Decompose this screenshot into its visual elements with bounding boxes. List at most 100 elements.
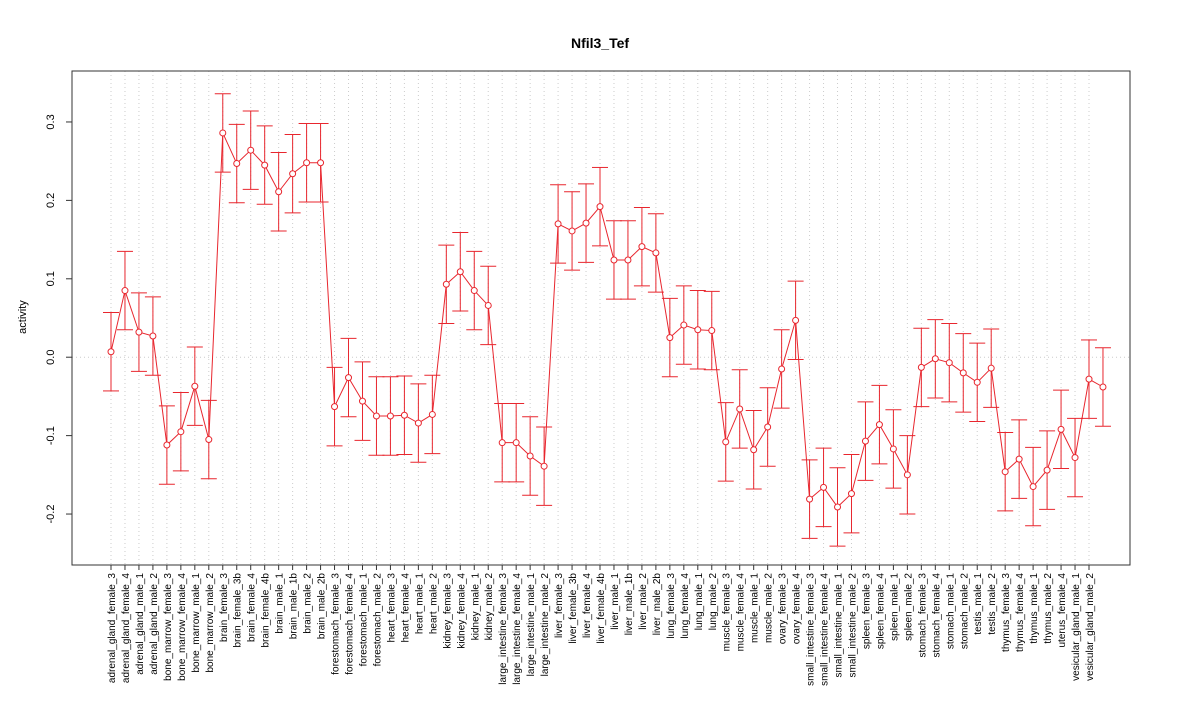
data-point xyxy=(764,423,772,431)
x-category-label: liver_female_4b xyxy=(596,573,607,644)
data-point xyxy=(470,287,478,295)
data-point xyxy=(191,382,199,390)
data-point xyxy=(903,471,911,479)
data-point xyxy=(708,327,716,335)
data-point xyxy=(722,438,730,446)
data-point xyxy=(624,256,632,264)
x-category-label: stomach_male_1 xyxy=(945,573,956,650)
x-category-label: thymus_female_4 xyxy=(1015,573,1026,652)
data-point xyxy=(596,203,604,211)
data-point xyxy=(917,363,925,371)
data-point xyxy=(275,188,283,196)
y-tick-label: -0.1 xyxy=(45,426,57,445)
data-point xyxy=(540,462,548,470)
x-category-label: lung_male_1 xyxy=(694,573,705,631)
data-point xyxy=(568,227,576,235)
x-category-label: small_intestine_female_3 xyxy=(806,573,817,686)
x-category-label: adrenal_gland_female_4 xyxy=(121,573,132,684)
data-point xyxy=(233,160,241,168)
x-category-label: adrenal_gland_female_3 xyxy=(107,573,118,684)
data-point xyxy=(1071,454,1079,462)
data-point xyxy=(107,348,115,356)
x-category-label: forestomach_male_1 xyxy=(358,573,369,667)
data-point xyxy=(1029,483,1037,491)
x-category-label: brain_female_4b xyxy=(261,573,272,648)
y-tick-label: -0.2 xyxy=(45,505,57,524)
data-point xyxy=(861,437,869,445)
y-axis-label: activity xyxy=(17,300,29,334)
data-point xyxy=(931,355,939,363)
data-point xyxy=(135,328,143,336)
x-category-label: liver_female_4 xyxy=(582,573,593,638)
x-category-label: thymus_male_1 xyxy=(1029,573,1040,644)
x-category-label: forestomach_female_4 xyxy=(345,573,356,675)
x-category-label: testis_male_2 xyxy=(987,573,998,635)
x-category-label: vesicular_gland_male_2 xyxy=(1085,573,1096,681)
data-point xyxy=(806,495,814,503)
series-line xyxy=(110,132,1104,508)
x-category-label: heart_female_4 xyxy=(400,573,411,643)
x-category-label: lung_female_3 xyxy=(666,573,677,639)
data-point xyxy=(526,452,534,460)
data-point xyxy=(652,249,660,257)
plot-frame xyxy=(71,70,1131,566)
data-point xyxy=(778,365,786,373)
x-category-label: lung_female_4 xyxy=(680,573,691,639)
x-category-label: large_intestine_male_1 xyxy=(526,573,537,677)
data-point xyxy=(736,405,744,413)
x-category-label: thymus_male_2 xyxy=(1043,573,1054,644)
x-category-label: forestomach_female_3 xyxy=(331,573,342,675)
data-point xyxy=(456,268,464,276)
data-point xyxy=(289,170,297,178)
x-category-label: spleen_female_4 xyxy=(875,573,886,650)
y-tick-label: 0.2 xyxy=(45,193,57,208)
x-category-label: liver_male_1 xyxy=(610,573,621,630)
x-category-label: spleen_male_1 xyxy=(889,573,900,641)
data-point xyxy=(345,374,353,382)
x-category-label: liver_female_3 xyxy=(554,573,565,638)
data-point xyxy=(666,334,674,342)
series-layer xyxy=(103,93,1111,547)
x-category-label: bone_marrow_male_1 xyxy=(191,573,202,673)
data-point xyxy=(959,369,967,377)
data-point xyxy=(498,439,506,447)
x-category-label: stomach_female_4 xyxy=(931,573,942,658)
data-point xyxy=(554,220,562,228)
x-category-label: vesicular_gland_male_1 xyxy=(1071,573,1082,681)
x-category-label: thymus_female_3 xyxy=(1001,573,1012,652)
data-point xyxy=(973,378,981,386)
x-category-label: ovary_female_3 xyxy=(778,573,789,645)
data-point xyxy=(400,411,408,419)
x-category-label: adrenal_gland_male_1 xyxy=(135,573,146,675)
data-point xyxy=(414,419,422,427)
x-category-label: brain_female_3 xyxy=(219,573,230,642)
data-point xyxy=(638,243,646,251)
x-category-label: muscle_male_2 xyxy=(764,573,775,643)
x-category-label: heart_female_3 xyxy=(386,573,397,643)
x-category-label: large_intestine_male_2 xyxy=(540,573,551,677)
data-point xyxy=(205,436,213,444)
data-point xyxy=(1015,455,1023,463)
y-tick-label: 0.3 xyxy=(45,114,57,129)
x-category-label: stomach_female_3 xyxy=(917,573,928,658)
x-category-label: bone_marrow_male_2 xyxy=(205,573,216,673)
data-point xyxy=(945,359,953,367)
x-category-label: kidney_female_4 xyxy=(456,573,467,649)
x-category-label: brain_female_3b xyxy=(233,573,244,648)
data-point xyxy=(847,490,855,498)
x-category-label: heart_male_2 xyxy=(428,573,439,635)
x-category-label: large_intestine_female_3 xyxy=(498,573,509,685)
data-point xyxy=(372,412,380,420)
data-point xyxy=(694,326,702,334)
data-point xyxy=(163,441,171,449)
data-point xyxy=(1085,375,1093,383)
x-category-label: muscle_male_1 xyxy=(750,573,761,643)
x-category-label: bone_marrow_female_3 xyxy=(163,573,174,681)
category-label-layer: adrenal_gland_female_3 adrenal_gland_fema… xyxy=(107,573,1096,686)
x-category-label: brain_female_4 xyxy=(247,573,258,642)
data-point xyxy=(512,439,520,447)
data-point xyxy=(610,256,618,264)
data-point xyxy=(820,483,828,491)
x-category-label: spleen_female_3 xyxy=(861,573,872,650)
data-point xyxy=(331,403,339,411)
